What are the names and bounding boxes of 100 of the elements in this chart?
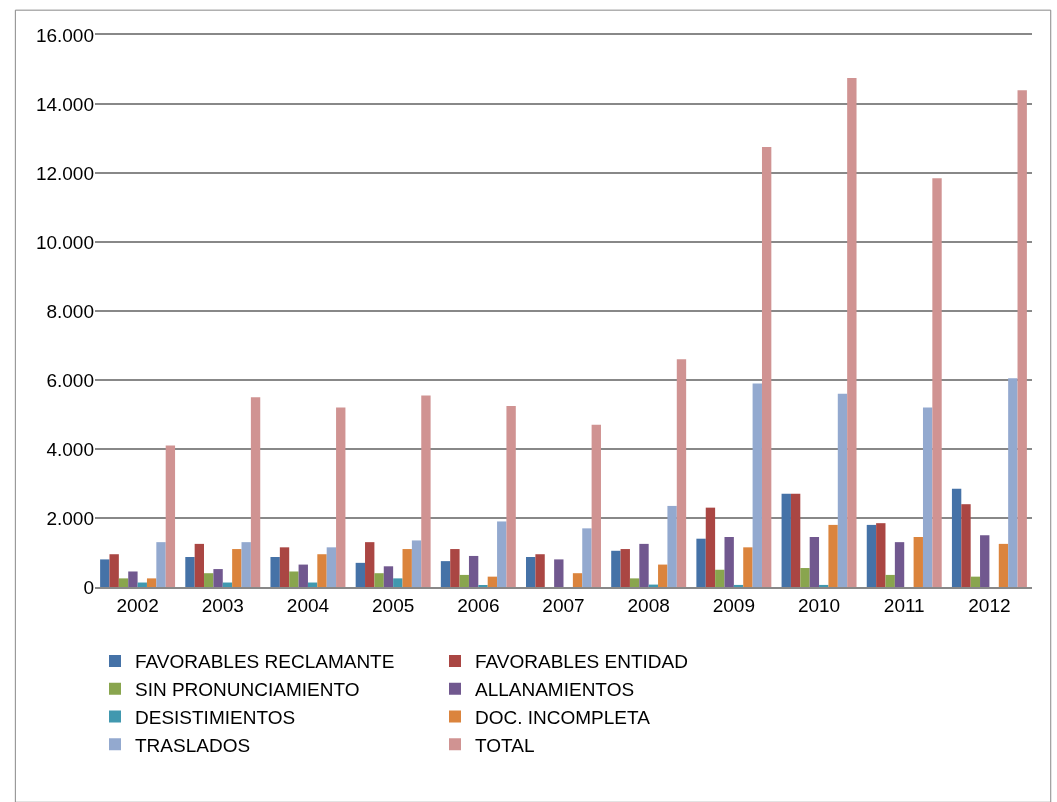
bar xyxy=(204,573,214,587)
bar xyxy=(289,571,299,587)
bar xyxy=(922,407,933,587)
bar xyxy=(554,559,564,587)
y-tick-label: 2.000 xyxy=(46,507,94,529)
bar xyxy=(232,549,242,587)
x-tick-label: 2010 xyxy=(797,594,841,616)
bar xyxy=(819,584,829,587)
bar xyxy=(440,561,451,587)
y-tick-label: 4.000 xyxy=(46,438,94,460)
bar xyxy=(194,543,205,587)
bar xyxy=(374,573,384,587)
legend-label: TOTAL xyxy=(475,734,535,756)
bar xyxy=(109,554,119,587)
x-tick-label: 2002 xyxy=(116,594,159,616)
legend-label: TRASLADOS xyxy=(135,734,251,756)
bar xyxy=(591,424,601,587)
bar xyxy=(535,554,545,587)
bar xyxy=(809,536,820,587)
legend-label: DESISTIMIENTOS xyxy=(135,706,296,728)
bar xyxy=(970,576,981,587)
legend-label: DOC. INCOMPLETA xyxy=(475,706,651,728)
bar xyxy=(213,569,223,587)
bar xyxy=(497,521,507,587)
y-tick-label: 16.000 xyxy=(35,24,94,46)
bar xyxy=(156,542,166,587)
bar xyxy=(487,576,498,587)
x-tick-label: 2005 xyxy=(372,594,415,616)
x-tick-label: 2007 xyxy=(542,594,585,616)
bar xyxy=(411,540,422,587)
bar xyxy=(611,550,621,587)
bar xyxy=(582,528,592,587)
bar xyxy=(847,78,857,587)
bar xyxy=(913,536,923,587)
bar xyxy=(696,538,706,587)
bar xyxy=(393,578,403,587)
bar xyxy=(1008,378,1018,587)
bar xyxy=(885,574,895,587)
bar xyxy=(781,493,791,587)
y-tick-label: 6.000 xyxy=(46,369,94,391)
bar xyxy=(837,393,848,587)
bar xyxy=(298,564,308,587)
bar xyxy=(894,542,905,587)
legend-label: FAVORABLES RECLAMANTE xyxy=(135,651,395,673)
bar xyxy=(629,578,640,587)
bar xyxy=(270,556,280,587)
legend-label: ALLANAMIENTOS xyxy=(475,679,635,701)
x-tick-label: 2011 xyxy=(883,594,925,616)
bar xyxy=(932,178,942,587)
bar xyxy=(468,555,479,587)
x-tick-label: 2012 xyxy=(968,594,1011,616)
bar xyxy=(705,507,716,587)
bar xyxy=(620,549,630,587)
bar xyxy=(761,147,772,587)
bar xyxy=(667,505,677,587)
y-tick-label: 12.000 xyxy=(35,162,94,184)
bar xyxy=(185,556,195,587)
y-tick-label: 0 xyxy=(83,576,94,598)
legend-label: SIN PRONUNCIAMIENTO xyxy=(135,679,360,701)
x-tick-label: 2003 xyxy=(201,594,244,616)
bar xyxy=(326,547,337,587)
bar xyxy=(459,574,469,587)
bar xyxy=(355,562,366,587)
bar xyxy=(402,549,412,587)
bar xyxy=(790,493,801,587)
bar xyxy=(980,535,990,587)
bar xyxy=(743,547,753,587)
bar xyxy=(365,542,375,587)
bar xyxy=(241,542,251,587)
bar xyxy=(951,488,962,587)
bar xyxy=(658,564,668,587)
bar xyxy=(1017,90,1027,587)
bar xyxy=(146,578,157,587)
legend-label: FAVORABLES ENTIDAD xyxy=(475,651,688,673)
bar xyxy=(752,383,762,587)
y-tick-label: 14.000 xyxy=(35,93,94,115)
bar xyxy=(800,568,810,587)
bar xyxy=(383,566,394,587)
x-tick-label: 2004 xyxy=(286,594,330,616)
bar xyxy=(724,536,734,587)
x-tick-label: 2006 xyxy=(457,594,500,616)
bar xyxy=(639,543,649,587)
bar xyxy=(450,549,460,587)
bar xyxy=(828,524,838,587)
bar xyxy=(526,556,536,587)
x-tick-label: 2008 xyxy=(627,594,670,616)
bar xyxy=(165,445,176,587)
bar xyxy=(961,504,971,587)
bar xyxy=(317,554,327,587)
bar xyxy=(866,524,877,587)
bar xyxy=(279,547,290,587)
y-tick-label: 8.000 xyxy=(46,300,94,322)
bar xyxy=(421,395,431,587)
bar xyxy=(506,405,516,587)
bar xyxy=(336,407,346,587)
y-tick-label: 10.000 xyxy=(35,231,94,253)
bar xyxy=(998,543,1009,587)
bar xyxy=(572,573,583,587)
x-tick-label: 2009 xyxy=(712,594,755,616)
bar xyxy=(100,559,110,587)
